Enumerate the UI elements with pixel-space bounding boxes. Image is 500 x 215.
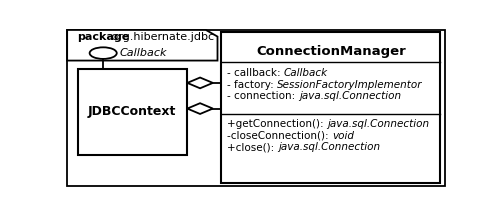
Text: - callback:: - callback: xyxy=(227,68,284,78)
Text: ConnectionManager: ConnectionManager xyxy=(256,45,406,58)
Text: Callback: Callback xyxy=(284,68,328,78)
Polygon shape xyxy=(67,30,218,61)
FancyBboxPatch shape xyxy=(222,32,440,183)
Text: java.sql.Connection: java.sql.Connection xyxy=(278,143,380,152)
Text: java.sql.Connection: java.sql.Connection xyxy=(298,91,401,101)
Text: JDBCContext: JDBCContext xyxy=(88,105,176,118)
Polygon shape xyxy=(188,103,213,114)
Text: Callback: Callback xyxy=(120,48,168,58)
FancyBboxPatch shape xyxy=(67,30,445,186)
Text: java.sql.Connection: java.sql.Connection xyxy=(327,119,429,129)
Text: -closeConnection():: -closeConnection(): xyxy=(227,131,332,141)
Text: +close():: +close(): xyxy=(227,143,278,152)
Text: - connection:: - connection: xyxy=(227,91,298,101)
Polygon shape xyxy=(188,78,213,88)
FancyBboxPatch shape xyxy=(78,69,186,155)
Text: void: void xyxy=(332,131,354,141)
Text: SessionFactoryImplementor: SessionFactoryImplementor xyxy=(277,80,422,90)
Text: +getConnection():: +getConnection(): xyxy=(227,119,327,129)
Text: org.hibernate.jdbc: org.hibernate.jdbc xyxy=(108,32,214,41)
Text: - factory:: - factory: xyxy=(227,80,277,90)
Text: package: package xyxy=(77,32,130,41)
